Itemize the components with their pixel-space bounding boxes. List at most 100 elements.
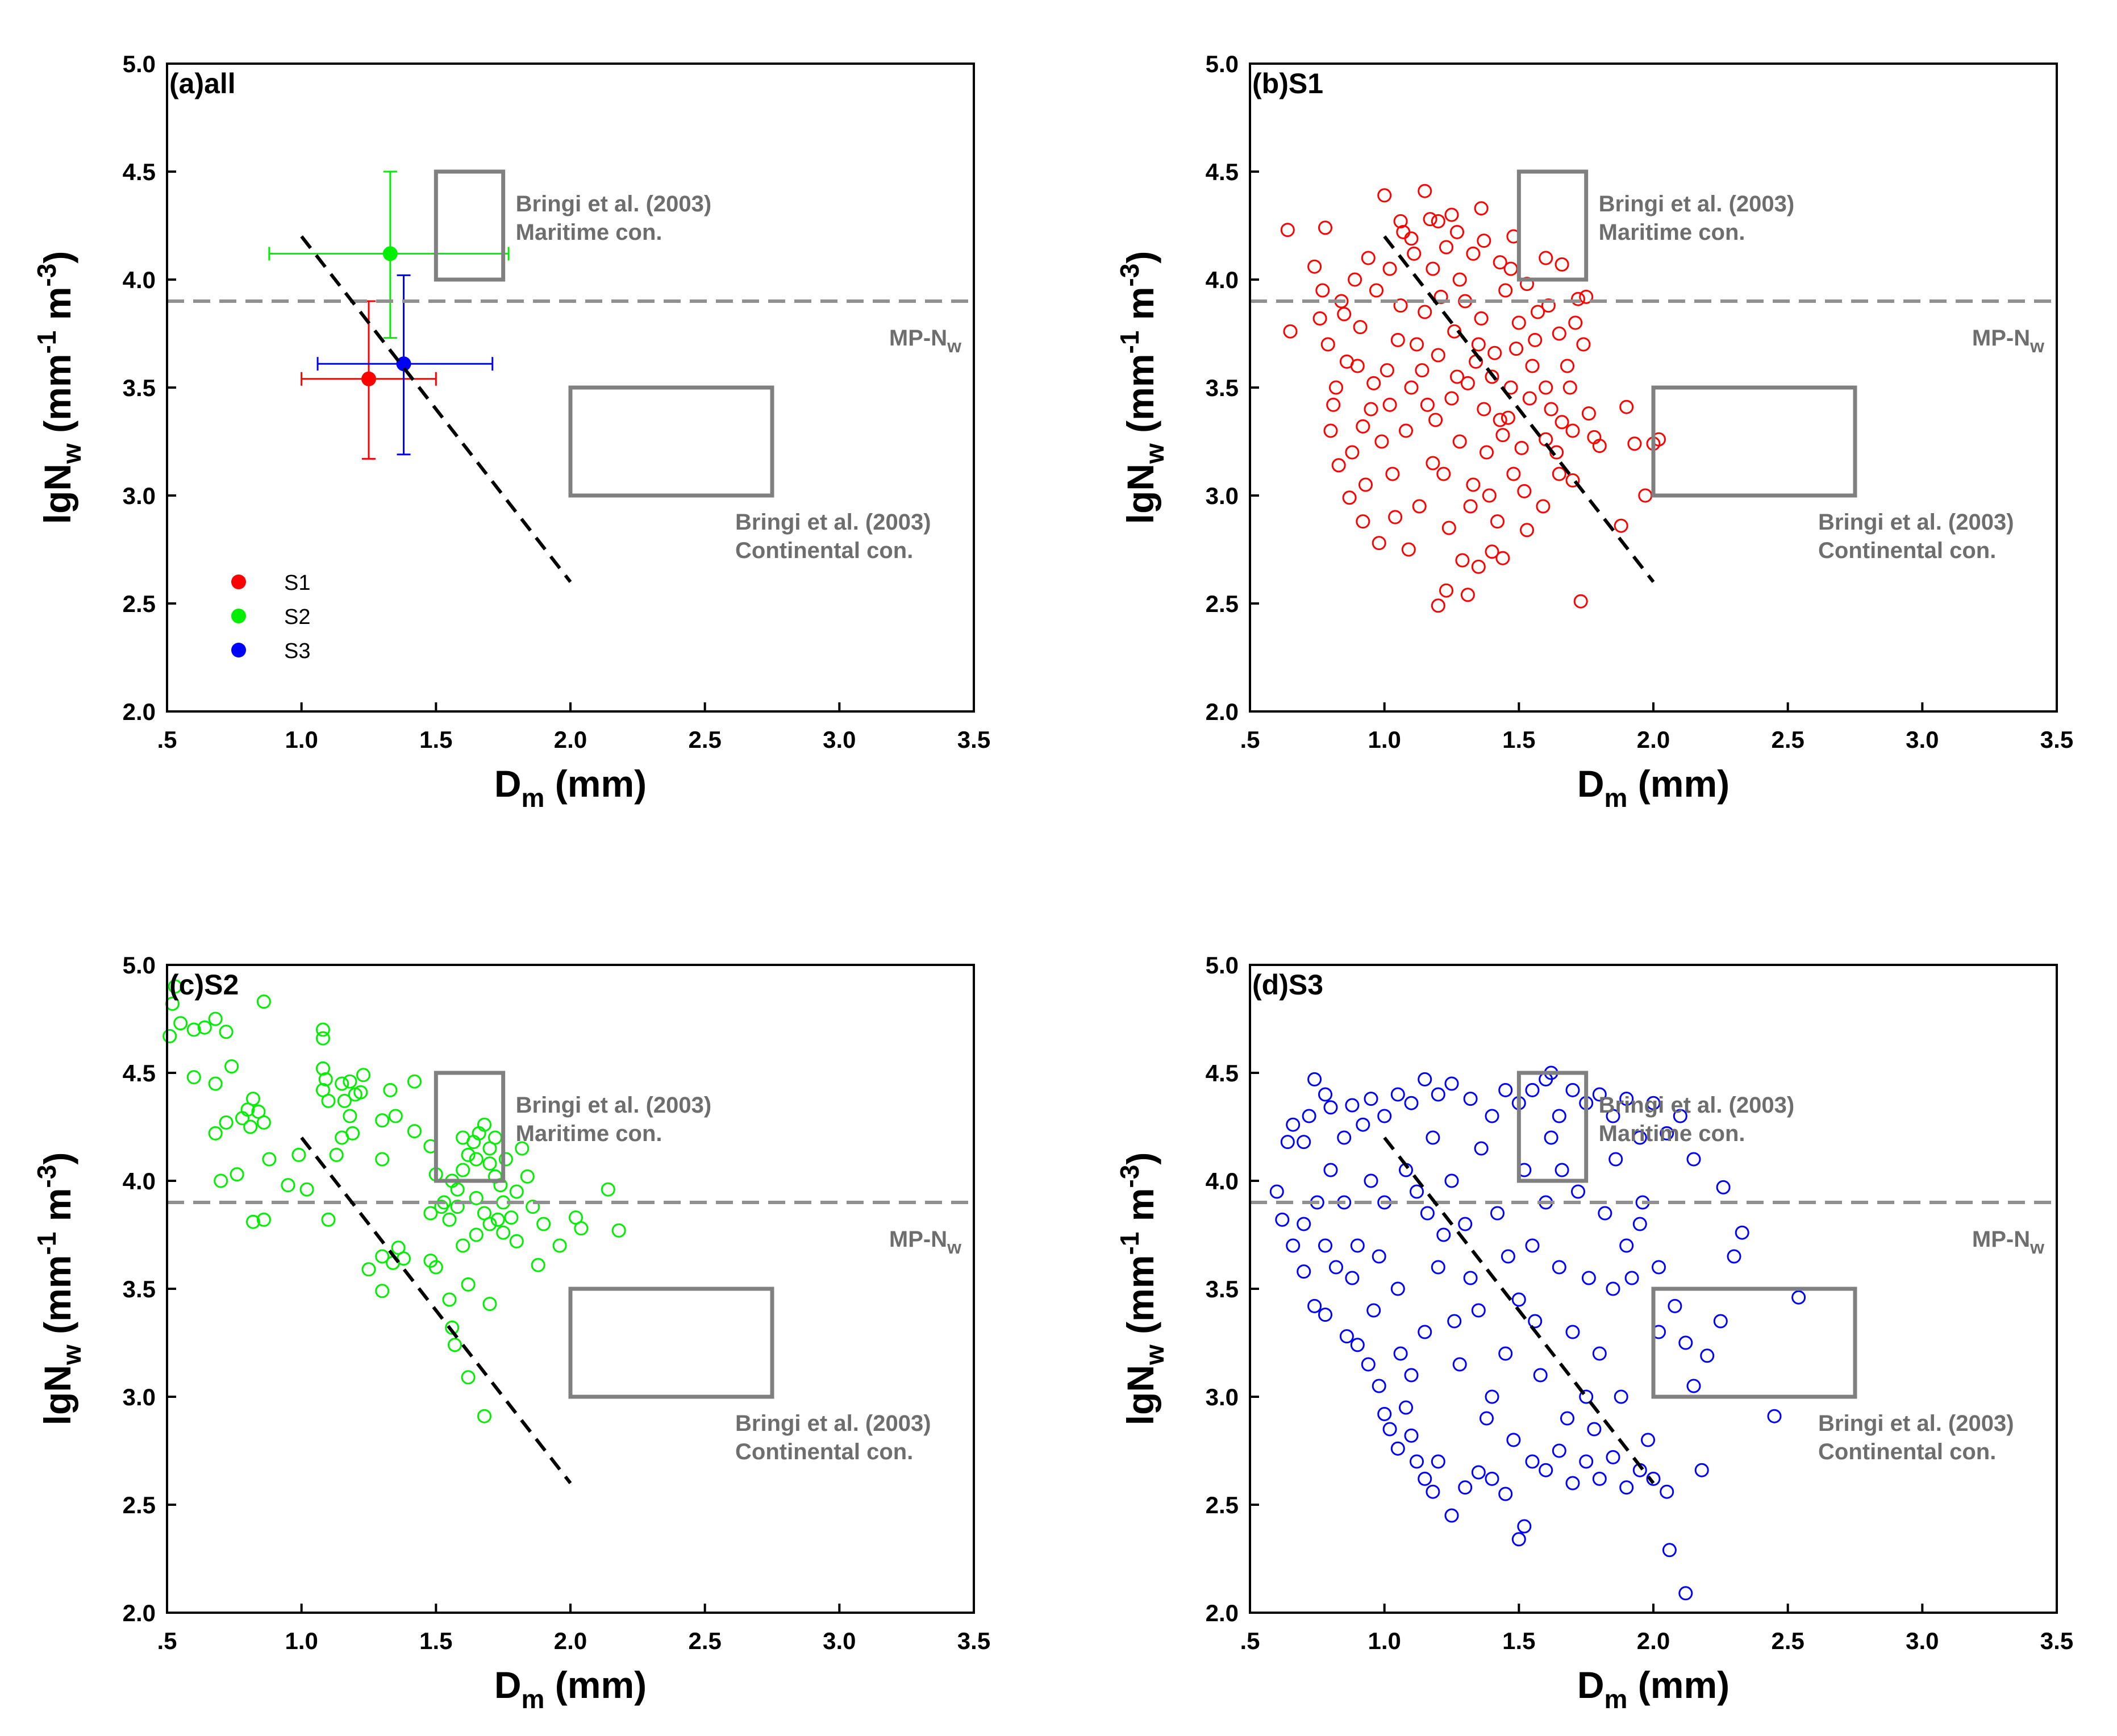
data-point [509, 1234, 524, 1248]
data-point [1694, 1463, 1709, 1477]
data-point [1511, 1532, 1526, 1547]
data-point [1404, 1096, 1419, 1110]
maritime-annotation-line1: Bringi et al. (2003) [516, 191, 712, 217]
data-point [1426, 1484, 1440, 1499]
data-point [1348, 272, 1362, 287]
data-point [1337, 307, 1352, 322]
data-point [375, 1284, 390, 1298]
data-point [498, 1152, 513, 1167]
data-point [1571, 1184, 1585, 1199]
x-tick-label: 2.0 [1637, 1627, 1670, 1654]
x-tick-label: 2.0 [554, 726, 587, 753]
data-point [552, 1238, 567, 1253]
data-point [1503, 380, 1518, 395]
data-point [1286, 1117, 1301, 1132]
data-point [1455, 553, 1470, 568]
data-point [173, 1016, 188, 1031]
data-point [1498, 1083, 1513, 1097]
data-point [1673, 1109, 1687, 1123]
x-tick-label: 2.0 [554, 1627, 587, 1654]
continental-box [568, 1287, 774, 1399]
mean-point [361, 371, 376, 386]
data-point [1541, 298, 1556, 313]
data-point [1565, 1325, 1580, 1339]
x-tick-label: .5 [157, 1627, 177, 1654]
data-point [482, 1156, 497, 1171]
data-point [335, 1130, 349, 1145]
y-axis-title: lgNw (mm-1 m-3) [32, 251, 86, 524]
data-point [461, 1370, 476, 1385]
data-point [1571, 292, 1585, 306]
data-point [423, 1206, 438, 1221]
x-axis-title-main: D [1577, 1664, 1605, 1706]
x-tick-label: 1.5 [419, 1627, 452, 1654]
data-point [1342, 490, 1357, 505]
data-point [1506, 1433, 1521, 1447]
data-point [1560, 359, 1574, 373]
data-point [1372, 1249, 1386, 1264]
data-point [1423, 212, 1437, 227]
y-axis-title-unit: (mm [36, 354, 78, 444]
data-point [1426, 261, 1440, 276]
maritime-box [434, 169, 506, 282]
data-point [243, 1119, 258, 1134]
data-point [611, 1223, 626, 1238]
y-tick-label: 5.0 [1206, 952, 1239, 979]
data-point [1283, 324, 1298, 339]
continental-box [568, 385, 774, 498]
data-point [1471, 1465, 1486, 1480]
y-axis-title: lgNw (mm-1 m-3) [32, 1152, 86, 1426]
mp-nw-label: MP-Nw [889, 326, 961, 356]
x-axis-title-main: D [494, 1664, 522, 1706]
panel-4: Bringi et al. (2003) Maritime con. Bringi … [1115, 952, 2073, 1714]
data-point [1307, 1298, 1322, 1313]
x-tick-label: .5 [1240, 1627, 1260, 1654]
data-point [1393, 1346, 1408, 1361]
x-tick-label: .5 [1240, 726, 1260, 753]
data-point [1345, 445, 1360, 460]
data-point [1525, 359, 1540, 373]
data-point [1727, 1249, 1741, 1264]
data-point [1544, 1130, 1558, 1145]
x-tick-label: 3.0 [1906, 1627, 1939, 1654]
data-point [1280, 223, 1295, 238]
y-axis-title-sub: w [57, 1344, 86, 1366]
data-point [246, 1092, 260, 1106]
x-tick-label: 3.5 [2040, 1627, 2073, 1654]
y-tick-label: 4.5 [123, 159, 156, 185]
continental-annotation-line2: Continental con. [735, 538, 913, 563]
x-axis-title-sub: m [522, 783, 545, 813]
data-point [1356, 514, 1370, 529]
fit-dashed-line [1383, 235, 1655, 583]
data-point [1418, 1325, 1432, 1339]
x-tick-label: 1.0 [285, 726, 318, 753]
data-point [1619, 1238, 1634, 1253]
y-axis-title-sup: -3 [32, 1165, 61, 1188]
data-point [1385, 467, 1400, 481]
mean-point [396, 356, 411, 372]
continental-box [1651, 385, 1857, 498]
x-tick-label: 1.5 [1502, 1627, 1535, 1654]
y-axis-title-main: lgN [1119, 1365, 1161, 1425]
data-point [1337, 1130, 1352, 1145]
data-point [1552, 326, 1566, 341]
data-point [1713, 1314, 1728, 1329]
continental-annotation-line1: Bringi et al. (2003) [1818, 510, 2014, 535]
maritime-annotation-line2: Maritime con. [1599, 220, 1745, 245]
y-tick-label: 4.5 [1206, 1060, 1239, 1086]
maritime-box [434, 1071, 506, 1183]
data-point [1544, 402, 1558, 417]
maritime-box [1516, 169, 1589, 282]
data-point [1364, 1173, 1378, 1188]
y-axis-title-unit: (mm [1119, 1255, 1161, 1345]
y-tick-label: 5.0 [1206, 51, 1239, 77]
data-point [1471, 1303, 1486, 1318]
data-point [469, 1190, 484, 1205]
data-point [1444, 1173, 1459, 1188]
data-point [1401, 542, 1416, 557]
data-point [1297, 1264, 1311, 1279]
data-point [1477, 402, 1491, 417]
data-point [1431, 1260, 1445, 1275]
x-tick-label: 2.5 [688, 1627, 721, 1654]
data-point [1329, 1260, 1343, 1275]
